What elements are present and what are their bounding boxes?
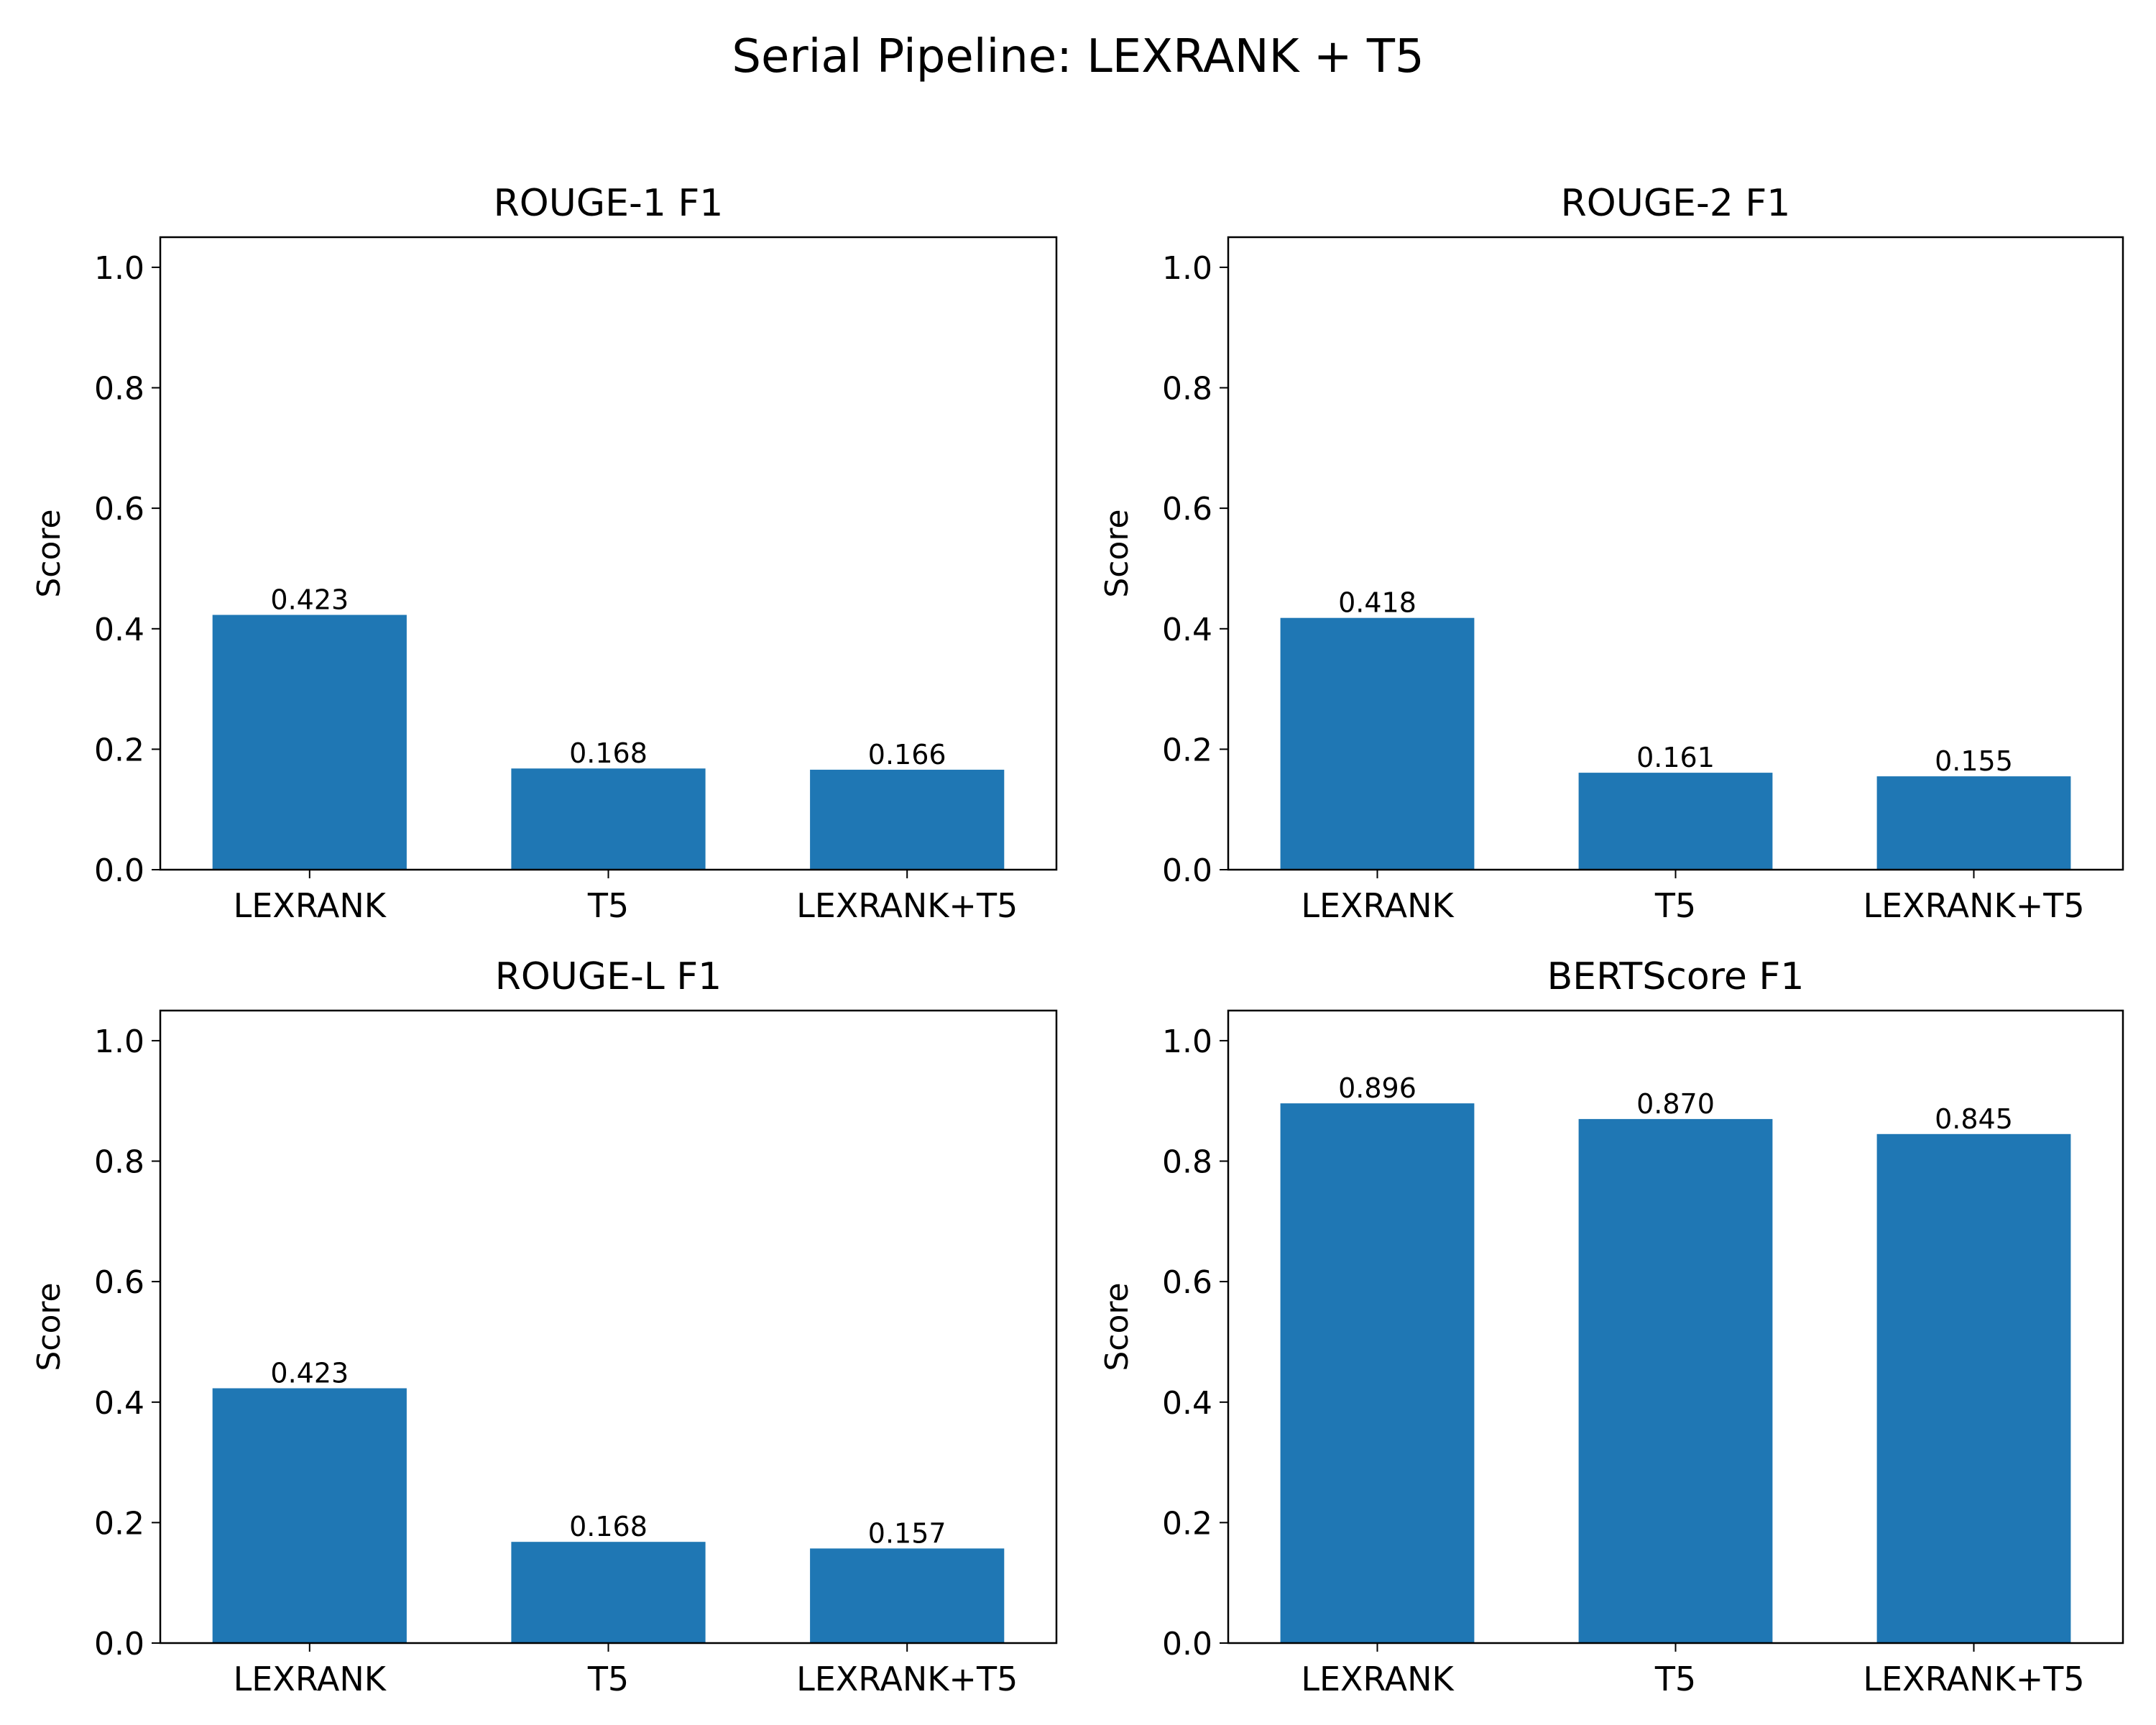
x-tick-label: T5 [1654,886,1696,925]
chart-panel: 0.423 LEXRANK 0.168 T5 0.157 LEXRANK+T5 0.0 0.2… [31,955,1058,1698]
y-tick-label: 0.4 [94,1385,144,1422]
y-axis-label: Score [31,509,68,597]
bar-value-label: 0.870 [1636,1088,1715,1120]
bar-value-label: 0.157 [868,1517,946,1549]
bar [810,1548,1005,1643]
y-tick-label: 0.8 [94,1144,144,1181]
y-tick-label: 0.0 [1162,852,1212,889]
y-tick-label: 0.8 [1162,1144,1212,1181]
chart-panels: 0.423 LEXRANK 0.168 T5 0.166 LEXRANK+T5 0.0 0.2… [31,182,2124,1698]
bar-value-label: 0.896 [1338,1072,1416,1104]
y-tick-label: 0.0 [94,1626,144,1662]
x-tick-label: LEXRANK+T5 [1863,886,2084,925]
bar [1280,617,1475,870]
bar-value-label: 0.423 [270,584,349,616]
subplot-title: ROUGE-2 F1 [1561,182,1791,225]
x-tick-label: LEXRANK [1301,886,1455,925]
y-tick-label: 0.2 [1162,732,1212,768]
subplot-title: BERTScore F1 [1547,955,1805,998]
x-tick-label: T5 [587,886,629,925]
bar [511,768,706,870]
x-tick-label: LEXRANK [1301,1660,1455,1698]
y-tick-label: 0.8 [1162,371,1212,408]
x-tick-label: LEXRANK [234,886,387,925]
bar [810,769,1005,870]
y-tick-label: 0.0 [94,852,144,889]
bar [212,1388,407,1643]
bar [1876,776,2071,870]
figure-title: Serial Pipeline: LEXRANK + T5 [732,30,1424,83]
subplot-title: ROUGE-1 F1 [494,182,724,225]
bar-value-label: 0.423 [270,1358,349,1389]
y-tick-label: 0.6 [1162,491,1212,528]
x-tick-label: T5 [587,1660,629,1698]
bar-value-label: 0.161 [1636,742,1715,773]
y-tick-label: 1.0 [1162,1024,1212,1060]
bar-value-label: 0.418 [1338,587,1416,619]
y-tick-label: 0.4 [1162,612,1212,648]
y-tick-label: 0.6 [94,1264,144,1301]
bar-value-label: 0.168 [569,737,648,769]
bar-value-label: 0.168 [569,1511,648,1542]
bar-value-label: 0.845 [1935,1103,2013,1135]
x-tick-label: T5 [1654,1660,1696,1698]
subplot-title: ROUGE-L F1 [495,955,722,998]
bar-value-label: 0.155 [1935,745,2013,777]
bar-value-label: 0.166 [868,739,946,770]
bar [212,615,407,870]
y-tick-label: 1.0 [94,1024,144,1060]
y-tick-label: 1.0 [94,250,144,287]
bar [1876,1133,2071,1643]
y-tick-label: 0.0 [1162,1626,1212,1662]
y-tick-label: 0.6 [94,491,144,528]
y-axis-label: Score [1099,1282,1135,1371]
x-tick-label: LEXRANK [234,1660,387,1698]
y-tick-label: 1.0 [1162,250,1212,287]
axes-frame [1227,1009,2124,1644]
axes-frame [159,236,1058,871]
x-tick-label: LEXRANK+T5 [1863,1660,2084,1698]
y-axis-label: Score [31,1282,68,1371]
bar [1280,1103,1475,1643]
axes-frame [159,1009,1058,1644]
y-tick-label: 0.6 [1162,1264,1212,1301]
y-axis-label: Score [1099,509,1135,597]
y-tick-label: 0.2 [94,732,144,768]
y-tick-label: 0.8 [94,371,144,408]
chart-panel: 0.896 LEXRANK 0.870 T5 0.845 LEXRANK+T5 0.0 0.2… [1099,955,2124,1698]
chart-panel: 0.418 LEXRANK 0.161 T5 0.155 LEXRANK+T5 0.0 0.2… [1099,182,2124,925]
axes-frame [1227,236,2124,871]
y-tick-label: 0.2 [1162,1505,1212,1542]
bar [511,1542,706,1643]
y-tick-label: 0.4 [1162,1385,1212,1422]
x-tick-label: LEXRANK+T5 [796,1660,1018,1698]
chart-panel: 0.423 LEXRANK 0.168 T5 0.166 LEXRANK+T5 0.0 0.2… [31,182,1058,925]
bar [1578,1118,1773,1643]
x-tick-label: LEXRANK+T5 [796,886,1018,925]
y-tick-label: 0.2 [94,1505,144,1542]
y-tick-label: 0.4 [94,612,144,648]
bar [1578,773,1773,870]
